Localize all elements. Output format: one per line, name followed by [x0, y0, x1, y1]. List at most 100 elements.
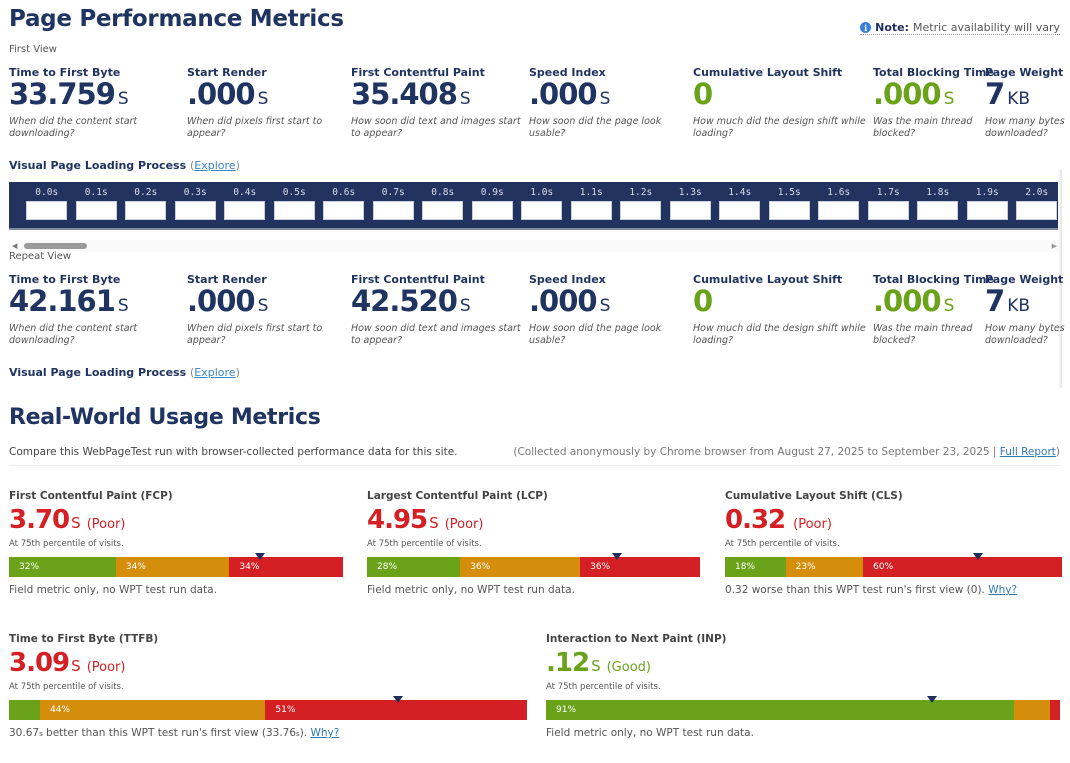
frame-thumbnail[interactable]: [273, 201, 315, 220]
scroll-left-arrow-icon[interactable]: ◀: [12, 242, 18, 250]
frame-thumbnail[interactable]: [174, 201, 216, 220]
percentile-note: At 75th percentile of visits.: [9, 539, 124, 549]
frame-time: 1.7s: [876, 187, 900, 198]
frame-time: 1.4s: [728, 187, 752, 198]
metric-label: Speed Index: [529, 273, 606, 286]
filmstrip-frame[interactable]: 1.1s: [567, 182, 617, 228]
filmstrip-frame[interactable]: 1.7s: [864, 182, 914, 228]
filmstrip-frame[interactable]: 1.6s: [814, 182, 864, 228]
frame-time: 1.6s: [827, 187, 851, 198]
filmstrip-frame[interactable]: 0.6s: [319, 182, 369, 228]
crux-card-inp: Interaction to Next Paint (INP) .12 S (Good…: [546, 633, 1060, 739]
filmstrip-frame[interactable]: 1.9s: [963, 182, 1013, 228]
footer-unit: s: [296, 730, 300, 738]
filmstrip-frame[interactable]: 1.4s: [715, 182, 765, 228]
metric-page-weight: Page Weight 7 KB How many bytes downloaded?: [985, 273, 1065, 347]
metric-number: .000: [873, 77, 942, 111]
metric-number: 33.759: [9, 77, 116, 111]
filmstrip-frame[interactable]: 1.0s: [517, 182, 567, 228]
frame-thumbnail[interactable]: [471, 201, 513, 220]
frame-thumbnail[interactable]: [26, 201, 68, 220]
explore-link[interactable]: Explore: [194, 366, 236, 379]
horizontal-scrollbar[interactable]: ◀ ▶: [9, 240, 1060, 252]
frame-thumbnail[interactable]: [620, 201, 662, 220]
filmstrip-frame[interactable]: 0.5s: [270, 182, 320, 228]
filmstrip-frame[interactable]: 0.9s: [468, 182, 518, 228]
frame-thumbnail[interactable]: [422, 201, 464, 220]
distribution-segment: [1049, 700, 1060, 720]
metric-label: Time to First Byte: [9, 66, 121, 79]
frame-thumbnail[interactable]: [75, 201, 117, 220]
percentile-note: At 75th percentile of visits.: [9, 682, 124, 692]
frame-thumbnail[interactable]: [570, 201, 612, 220]
filmstrip-frame[interactable]: 1.8s: [913, 182, 963, 228]
frame-thumbnail[interactable]: [966, 201, 1008, 220]
metric-value: 7 KB: [985, 286, 1065, 322]
scrollbar-thumb[interactable]: [24, 243, 87, 249]
metric-value: 42.161 S: [9, 286, 179, 322]
filmstrip-frame[interactable]: 1.5s: [765, 182, 815, 228]
distribution-segment: 32%: [9, 557, 116, 577]
frame-thumbnail[interactable]: [224, 201, 266, 220]
frame-thumbnail[interactable]: [818, 201, 860, 220]
frame-time: 0.3s: [183, 187, 207, 198]
crux-rating: (Poor): [86, 660, 126, 675]
collected-range: (Collected anonymously by Chrome browser…: [513, 446, 997, 458]
footer-text: better than this WPT test run's first vi…: [42, 727, 297, 739]
explore-link[interactable]: Explore: [194, 159, 236, 172]
frame-thumbnail[interactable]: [372, 201, 414, 220]
repeat-view-label: Repeat View: [9, 251, 72, 262]
distribution-segment: 91%: [546, 700, 1014, 720]
why-link[interactable]: Why?: [310, 727, 340, 739]
filmstrip-frame[interactable]: 1.3s: [666, 182, 716, 228]
crux-value: 3.70 S (Poor): [9, 506, 343, 539]
filmstrip-frame[interactable]: 2.0s: [1012, 182, 1060, 228]
filmstrip-frame[interactable]: 0.8s: [418, 182, 468, 228]
frame-time: 1.9s: [975, 187, 999, 198]
frame-thumbnail[interactable]: [867, 201, 909, 220]
filmstrip-frame[interactable]: 0.7s: [369, 182, 419, 228]
crux-number: 3.09: [9, 648, 70, 678]
filmstrip-frame[interactable]: 0.4s: [220, 182, 270, 228]
why-link[interactable]: Why?: [988, 584, 1018, 596]
filmstrip-frame[interactable]: 0.1s: [72, 182, 122, 228]
frame-time: 1.5s: [777, 187, 801, 198]
metric-label: Cumulative Layout Shift: [693, 66, 843, 79]
crux-value: 0.32 (Poor): [725, 506, 1062, 539]
distribution-segment: [9, 700, 41, 720]
frame-thumbnail[interactable]: [125, 201, 167, 220]
frame-thumbnail[interactable]: [917, 201, 959, 220]
metric-cumulative-layout-shift: Cumulative Layout Shift 0 How much did the…: [693, 273, 868, 347]
first-view-label: First View: [9, 44, 57, 55]
filmstrip-frame[interactable]: 0.0s: [22, 182, 72, 228]
metric-unit: S: [943, 296, 955, 316]
percentile-note: At 75th percentile of visits.: [367, 539, 482, 549]
frame-thumbnail[interactable]: [323, 201, 365, 220]
frame-thumbnail[interactable]: [719, 201, 761, 220]
frame-time: 1.8s: [926, 187, 950, 198]
metric-label: Total Blocking Time: [873, 273, 994, 286]
frame-thumbnail[interactable]: [1016, 201, 1058, 220]
filmstrip-frame[interactable]: 0.2s: [121, 182, 171, 228]
filmstrip-frame[interactable]: 0.3s: [171, 182, 221, 228]
frame-thumbnail[interactable]: [768, 201, 810, 220]
metric-unit: S: [117, 296, 129, 316]
metric-value: 0: [693, 79, 868, 115]
collected-text: (Collected anonymously by Chrome browser…: [513, 446, 1060, 458]
filmstrip-scroller[interactable]: 0.0s 0.1s 0.2s 0.3s 0.4s 0.5s 0.6s 0.7s 0.8s 0.9s…: [9, 182, 1060, 252]
metric-label: Start Render: [187, 66, 267, 79]
crux-footer: 30.67s better than this WPT test run's f…: [9, 727, 527, 739]
full-report-link[interactable]: Full Report: [999, 446, 1056, 458]
crux-rating: (Poor): [444, 517, 484, 532]
footer-text: ).: [299, 727, 308, 739]
footer-text: 0.32 worse than this WPT test run's firs…: [725, 584, 985, 596]
scroll-right-arrow-icon[interactable]: ▶: [1051, 242, 1057, 250]
metric-value: .000 S: [873, 79, 983, 115]
frame-thumbnail[interactable]: [669, 201, 711, 220]
repeat-visual-loading-process-heading: Visual Page Loading Process (Explore): [9, 366, 240, 379]
filmstrip-frame[interactable]: 1.2s: [616, 182, 666, 228]
frame-thumbnail[interactable]: [521, 201, 563, 220]
metric-availability-note[interactable]: i Note: Metric availability will vary: [860, 21, 1060, 35]
metric-description: How much did the design shift while load…: [693, 323, 866, 346]
compare-text: Compare this WebPageTest run with browse…: [9, 446, 458, 458]
